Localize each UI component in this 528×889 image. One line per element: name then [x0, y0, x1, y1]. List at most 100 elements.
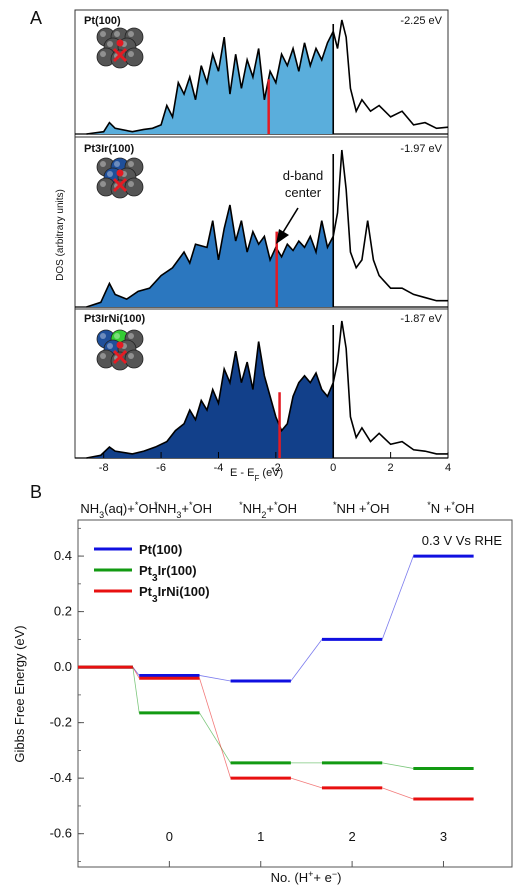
energy-y-tick-label: -0.6 — [50, 826, 72, 841]
surface-model-pt3ir100 — [96, 157, 144, 199]
step-label: *NH +*OH — [333, 500, 390, 516]
dband-value-pt3ir100: -1.97 eV — [400, 143, 442, 155]
energy-connector — [290, 777, 323, 789]
atom-ball — [124, 47, 144, 67]
adsorbate-atom — [116, 341, 124, 349]
dos-subpanel-pt3ir100 — [75, 149, 448, 308]
step-label: *NH3+*OH — [154, 500, 212, 520]
energy-connector — [382, 762, 414, 769]
energy-connector — [132, 666, 140, 679]
dband-value-pt3irni100: -1.87 eV — [400, 313, 442, 325]
subpanel-title-pt3ir100: Pt3Ir(100) — [84, 143, 134, 155]
energy-series-0 — [78, 554, 474, 683]
legend-label: Pt(100) — [139, 542, 182, 557]
energy-connector — [381, 555, 414, 640]
energy-x-axis-label: No. (H++ e−) — [271, 869, 342, 885]
energy-y-tick-label: -0.4 — [50, 770, 72, 785]
adsorbate-atom — [116, 169, 124, 177]
subpanel-title-pt100: Pt(100) — [84, 15, 121, 27]
panel-a-label: A — [30, 8, 42, 28]
dband-value-pt100: -2.25 eV — [400, 15, 442, 27]
energy-panel: 0.4 0.2 0.0 -0.2 -0.4 -0.6 0 1 2 3 0.3 V Vs RHE P… — [12, 519, 513, 885]
dband-annotation-arrow — [276, 207, 299, 244]
atom-highlight — [100, 51, 106, 57]
atom-highlight — [128, 161, 134, 167]
energy-connector — [199, 678, 231, 779]
adsorbate-mark — [112, 47, 128, 63]
dos-x-tick-label: 2 — [388, 462, 394, 474]
energy-axis-ticks: 0.4 0.2 0.0 -0.2 -0.4 -0.6 0 1 2 3 — [50, 527, 447, 867]
surface-model-pt3irni100 — [96, 329, 144, 371]
energy-connector — [199, 675, 231, 682]
panel-b-label: B — [30, 482, 42, 502]
atom-highlight — [100, 31, 106, 37]
energy-x-tick-label: 3 — [440, 829, 447, 844]
dband-annotation-line2: center — [285, 185, 322, 200]
dos-x-axis-label: E - EF (eV) — [230, 467, 283, 483]
dos-curve — [86, 149, 448, 308]
energy-connector — [290, 639, 323, 682]
energy-y-axis-label: Gibbs Free Energy (eV) — [12, 625, 27, 762]
energy-y-tick-label: -0.2 — [50, 715, 72, 730]
energy-x-tick-label: 1 — [257, 829, 264, 844]
atom-highlight — [128, 333, 134, 339]
dos-subpanel-pt100 — [75, 19, 449, 135]
step-label: *NH2+*OH — [239, 500, 297, 520]
atom-highlight — [100, 161, 106, 167]
atom-ball — [124, 349, 144, 369]
dos-curve — [86, 19, 449, 135]
dos-curve — [86, 320, 448, 459]
atom-highlight — [114, 161, 120, 167]
energy-connector — [199, 712, 231, 764]
energy-y-tick-label: 0.0 — [54, 659, 72, 674]
energy-x-tick-label: 0 — [166, 829, 173, 844]
energy-y-tick-label: 0.2 — [54, 604, 72, 619]
energy-frame — [77, 519, 513, 868]
dos-x-tick-label: -2 — [271, 462, 281, 474]
atom-highlight — [100, 353, 106, 359]
step-label: NH3(aq)+*OH — [80, 500, 158, 520]
atom-ball — [124, 177, 144, 197]
energy-legend: Pt(100) Pt3Ir(100)Pt3IrNi(100) — [94, 542, 210, 605]
energy-connector — [132, 667, 140, 713]
dos-x-ticks: -8 -6 -4 -2 0 2 4 — [99, 452, 451, 474]
atom-highlight — [114, 333, 120, 339]
energy-series — [78, 554, 474, 801]
atom-highlight — [114, 31, 120, 37]
dos-x-tick-label: -4 — [214, 462, 224, 474]
dband-annotation-line1: d-band — [283, 168, 323, 183]
dos-panel: Pt(100) -2.25 eV Pt3Ir(100) -1.97 eV Pt3… — [55, 9, 451, 483]
surface-model-pt100 — [96, 27, 144, 69]
energy-series-2 — [78, 665, 474, 801]
energy-series-1 — [78, 665, 474, 770]
dos-filled-area — [86, 31, 334, 134]
adsorbate-mark — [112, 177, 128, 193]
atom-highlight — [128, 181, 134, 187]
step-label: *N +*OH — [427, 500, 474, 516]
dos-x-tick-label: -8 — [99, 462, 109, 474]
energy-y-tick-label: 0.4 — [54, 548, 72, 563]
adsorbate-atom — [116, 39, 124, 47]
condition-label: 0.3 V Vs RHE — [422, 533, 503, 548]
atom-highlight — [128, 353, 134, 359]
adsorbate-mark — [112, 349, 128, 365]
atom-highlight — [107, 171, 113, 177]
dos-filled-area — [86, 204, 334, 307]
legend-label: Pt3IrNi(100) — [139, 584, 210, 605]
atom-highlight — [107, 41, 113, 47]
energy-x-tick-label: 2 — [348, 829, 355, 844]
atom-highlight — [107, 343, 113, 349]
reaction-step-labels: NH3(aq)+*OH*NH3+*OH *NH2+*OH *NH +*OH *N +*… — [80, 500, 474, 520]
atom-highlight — [128, 51, 134, 57]
atom-highlight — [128, 31, 134, 37]
dos-x-tick-label: 0 — [330, 462, 336, 474]
dos-y-axis-label: DOS (arbitrary units) — [55, 189, 66, 281]
dos-subpanel-pt3irni100 — [75, 320, 448, 459]
dos-x-tick-label: 4 — [445, 462, 451, 474]
subpanel-title-pt3irni100: Pt3IrNi(100) — [84, 313, 145, 325]
atom-highlight — [100, 333, 106, 339]
energy-connector — [382, 787, 414, 800]
dos-x-tick-label: -6 — [156, 462, 166, 474]
atom-highlight — [100, 181, 106, 187]
